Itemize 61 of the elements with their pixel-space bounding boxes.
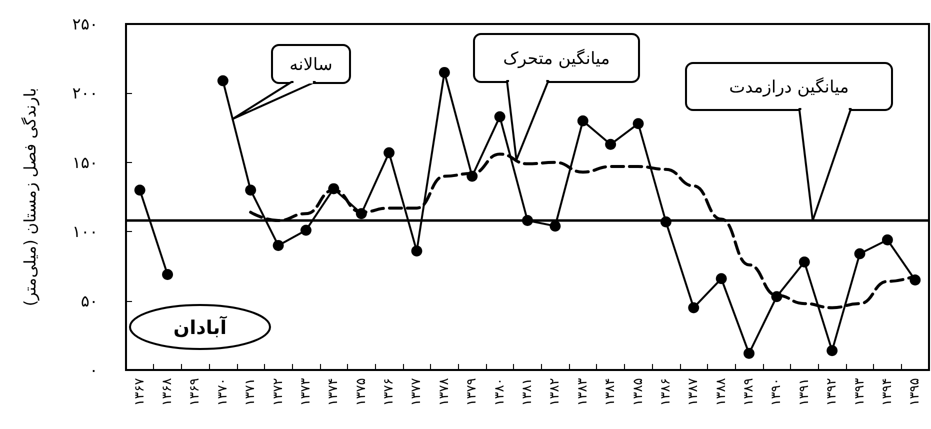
text: آبادان [173,315,228,339]
text: سالانه [290,55,332,75]
point [438,66,450,78]
x-tick-label: ۱۳۶۹ [188,378,203,406]
x-tick-label: ۱۳۸۵ [630,378,646,406]
x-tick-label: ۱۳۹۴ [880,378,895,406]
x-tick-label: ۱۳۷۴ [326,378,342,406]
y-tick-label: ۲۵۰ [72,14,98,34]
x-tick-label: ۱۳۸۹ [742,378,757,406]
x-tick-label: ۱۳۷۷ [409,378,424,406]
x-tick-label: ۱۳۷۵ [354,378,369,406]
point [716,273,727,284]
x-tick-label: ۱۳۶۷ [132,378,148,406]
x-tick-label: ۱۳۸۳ [575,378,590,406]
x-tick-label: ۱۳۸۶ [658,378,674,406]
x-tick-label: ۱۳۸۱ [520,378,535,406]
point [798,256,810,268]
point [605,138,616,150]
point [550,220,561,232]
point [744,348,755,359]
x-tick-label: ۱۳۷۶ [382,378,397,406]
point [272,240,284,251]
x-tick-label: ۱۳۸۸ [714,378,729,406]
x-tick-label: ۱۳۹۳ [852,378,868,406]
point [384,147,395,158]
text: میانگین متحرک [503,48,610,69]
y-tick-label: ۱۰۰ [72,222,98,242]
point [300,224,312,236]
x-tick-label: ۱۳۸۴ [603,378,618,406]
x-tick-label: ۱۳۸۷ [686,378,702,406]
point [632,118,644,130]
ref-line-label: میانگین درازمدت [729,76,849,98]
y-tick-label: ۲۰۰ [72,84,98,103]
point [826,345,838,356]
point [162,269,174,280]
x-tick-label: ۱۳۹۰ [769,378,784,406]
x-tick-label: ۱۳۹۵ [908,378,923,406]
x-tick-label: ۱۳۷۳ [298,378,314,406]
x-tick-label: ۱۳۷۲ [270,378,286,406]
point [577,115,588,126]
x-tick-label: ۱۳۷۰ [215,378,230,406]
x-tick-label: ۱۳۷۱ [243,378,258,406]
x-tick-label: ۱۳۶۸ [160,378,176,406]
x-tick-label: ۱۳۷۹ [464,378,480,406]
x-tick-label: ۱۳۸۰ [492,378,508,406]
x-tick-label: ۱۳۸۲ [548,378,563,406]
point [882,234,893,246]
point [854,248,866,260]
y-tick-label: ۵۰ [80,291,98,310]
point [411,245,422,256]
point [134,184,146,196]
x-tick-label: ۱۳۷۸ [436,378,452,406]
x-tick-label: ۱۳۹۱ [796,378,812,406]
point [494,111,506,122]
point [688,302,700,314]
y-axis-title: بارندگی فصل زمستان (میلی‌متر) [20,88,40,306]
point [217,75,228,86]
x-tick-label: ۱۳۹۲ [824,378,840,406]
y-tick-label: ۱۵۰ [72,152,98,172]
point [245,184,256,196]
y-tick-label: ۰ [89,360,98,380]
